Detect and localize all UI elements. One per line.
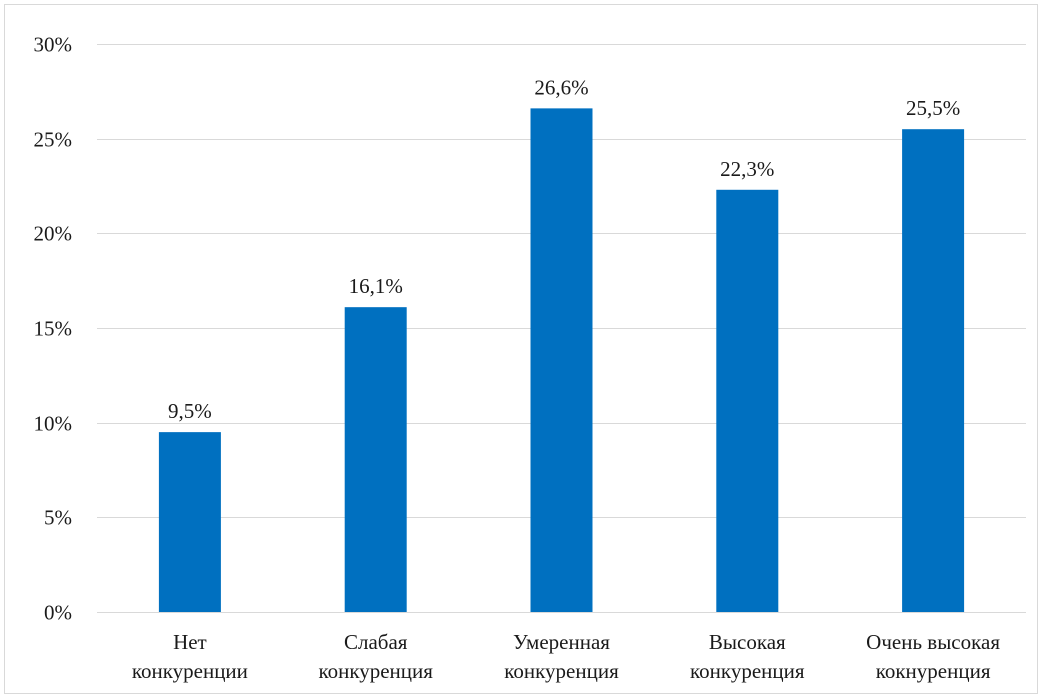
y-tick-label: 10% [34,412,73,436]
bars [158,108,965,612]
data-label-3: 26,6% [534,75,588,99]
category-label-line: Очень высокая [866,630,1000,654]
category-label-line: конкуренция [318,659,433,683]
category-label-line: Нет [173,630,207,654]
y-tick-label: 0% [44,601,72,625]
category-label-line: Высокая [709,630,786,654]
category-label-3: Умеренная конкуренция [504,630,619,683]
y-tick-label: 15% [34,317,73,341]
category-label-line: конкуренции [132,659,248,683]
category-label-2: Слабая конкуренция [318,630,433,683]
category-label-line: Слабая [344,630,408,654]
y-axis-ticks: 0% 5% 10% 15% 20% 25% 30% [34,33,73,625]
bar-5 [902,129,965,612]
bar-3 [530,108,593,612]
bar-4 [716,189,779,612]
category-label-line: конкуренция [690,659,805,683]
category-label-line: Умеренная [513,630,610,654]
data-label-2: 16,1% [349,274,403,298]
category-label-4: Высокая конкуренция [690,630,805,683]
bar-1 [158,432,221,612]
category-label-5: Очень высокая кокнуренция [866,630,1000,683]
y-tick-label: 25% [34,128,73,152]
data-label-1: 9,5% [168,399,212,423]
y-tick-label: 20% [34,222,73,246]
data-labels: 9,5% 16,1% 26,6% 22,3% 25,5% [168,75,960,423]
category-label-line: кокнуренция [876,659,991,683]
bar-2 [344,307,407,612]
category-label-1: Нет конкуренции [132,630,248,683]
data-label-4: 22,3% [720,157,774,181]
y-tick-label: 30% [34,33,73,57]
category-label-line: конкуренция [504,659,619,683]
y-tick-label: 5% [44,506,72,530]
data-label-5: 25,5% [906,96,960,120]
